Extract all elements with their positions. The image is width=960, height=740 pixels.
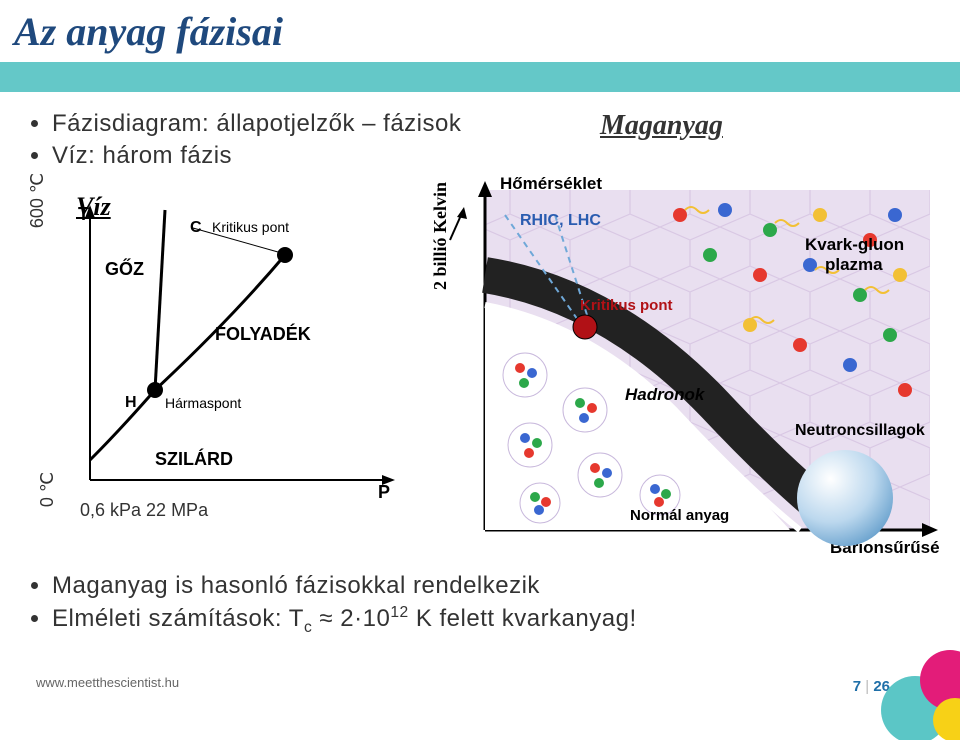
- axis-0c: 0 ℃: [37, 472, 58, 507]
- qgp-label-1: Kvark-gluon: [805, 235, 904, 254]
- axis-600c: 600 ℃: [27, 173, 48, 228]
- bullet-1: Fázisdiagram: állapotjelzők – fázisok: [52, 108, 461, 140]
- bottom-bullets: Maganyag is hasonló fázisokkal rendelkez…: [24, 570, 637, 638]
- qcd-phase-diagram: Hőmérséklet Barionsűrűség: [450, 175, 940, 565]
- critical-point-water: [277, 247, 293, 263]
- page-current: 7: [853, 678, 861, 695]
- cyan-bar: [0, 62, 960, 92]
- page-title: Az anyag fázisai: [14, 8, 283, 55]
- c-letter: C: [190, 219, 202, 236]
- szilard-label: SZILÁRD: [155, 448, 233, 469]
- folyadek-label: FOLYADÉK: [215, 323, 311, 344]
- normal-label: Normál anyag: [630, 507, 729, 524]
- top-bullets: Fázisdiagram: állapotjelzők – fázisok Ví…: [24, 108, 461, 173]
- bullet-3: Maganyag is hasonló fázisokkal rendelkez…: [52, 570, 637, 602]
- qgp-label-2: plazma: [825, 255, 883, 274]
- rhic-label: RHIC, LHC: [520, 212, 601, 229]
- water-phase-diagram: T P GŐZ FOLYADÉK SZILÁRD C Kritikus pont…: [60, 200, 400, 500]
- water-y-label: T: [78, 204, 89, 224]
- h-text: Hármaspont: [165, 395, 241, 411]
- water-x-label: P: [378, 482, 390, 500]
- water-pressure-ticks: 0,6 kPa 22 MPa: [80, 500, 208, 521]
- qcd-y-label: Hőmérséklet: [500, 175, 602, 193]
- neutron-label: Neutroncsillagok: [795, 422, 925, 439]
- crit-label: Kritikus pont: [580, 297, 673, 314]
- bullet-4: Elméleti számítások: Tc ≈ 2·1012 K felet…: [52, 602, 637, 638]
- left-temp-axis: 600 ℃ 0 ℃: [10, 190, 65, 500]
- h-letter: H: [125, 394, 137, 411]
- c-text: Kritikus pont: [212, 219, 289, 235]
- corner-decoration: [870, 630, 960, 740]
- hadronok-label: Hadronok: [625, 385, 706, 404]
- footer-url: www.meetthescientist.hu: [36, 675, 179, 690]
- bullet-2: Víz: három fázis: [52, 140, 461, 172]
- maganyag-label: Maganyag: [600, 110, 723, 142]
- page-sep: |: [865, 678, 869, 695]
- neutron-star: [797, 450, 893, 546]
- critical-point-qcd: [573, 315, 597, 339]
- goz-label: GŐZ: [105, 258, 144, 279]
